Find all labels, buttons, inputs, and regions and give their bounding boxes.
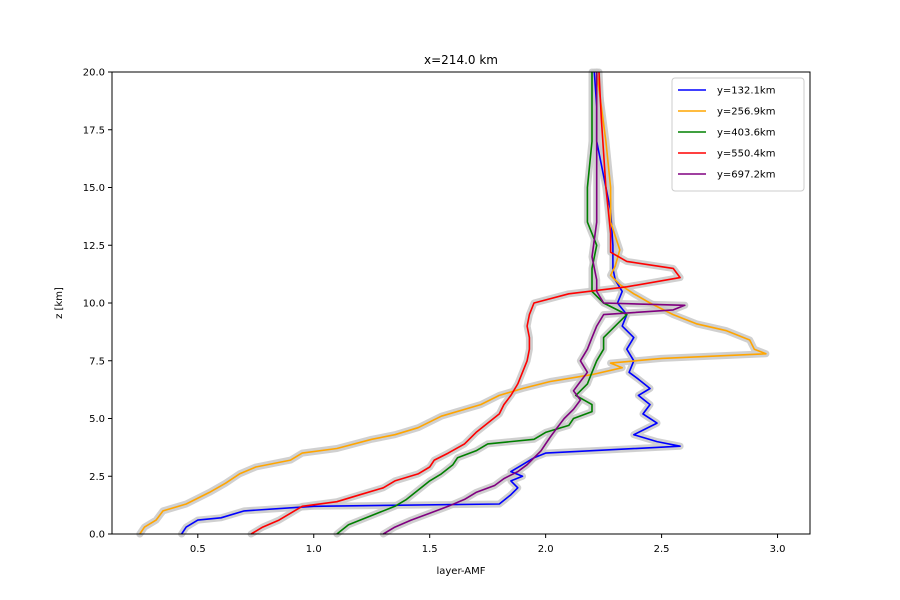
- series-line-1: [180, 71, 681, 535]
- x-tick-label: 1.5: [422, 544, 438, 555]
- y-tick-label: 17.5: [83, 125, 105, 136]
- y-axis: 0.0 2.5 5.0 7.5 10.0 12.5 15.0 17.5 20.0: [83, 68, 112, 541]
- x-tick-label: 1.0: [306, 544, 322, 555]
- x-tick-label: 3.0: [770, 544, 786, 555]
- y-tick-label: 5.0: [89, 414, 105, 425]
- x-tick-label: 0.5: [190, 544, 206, 555]
- legend-entry: y=256.9km: [717, 107, 775, 118]
- x-axis: 0.5 1.0 1.5 2.0 2.5 3.0: [190, 534, 786, 555]
- y-tick-label: 20.0: [83, 68, 105, 79]
- series-line-2: [139, 71, 767, 535]
- y-tick-label: 7.5: [89, 356, 105, 367]
- x-axis-label: layer-AMF: [436, 566, 485, 577]
- chart-title: x=214.0 km: [424, 53, 498, 67]
- legend-box: [671, 77, 805, 192]
- legend: y=132.1km y=256.9km y=403.6km y=550.4km y=69…: [671, 77, 805, 192]
- legend-entry: y=403.6km: [717, 128, 775, 139]
- y-tick-label: 0.0: [89, 530, 105, 541]
- series-line-5: [382, 72, 686, 535]
- legend-entry: y=550.4km: [717, 149, 775, 160]
- legend-entry: y=697.2km: [717, 170, 775, 181]
- legend-entry: y=132.1km: [717, 86, 775, 97]
- series-line-4: [250, 71, 681, 535]
- x-tick-label: 2.0: [538, 544, 554, 555]
- y-tick-label: 2.5: [89, 472, 105, 483]
- series-lines: [139, 71, 767, 535]
- y-tick-label: 12.5: [83, 241, 105, 252]
- x-tick-label: 2.5: [654, 544, 670, 555]
- y-axis-label: z [km]: [54, 287, 65, 319]
- y-tick-label: 15.0: [83, 183, 105, 194]
- y-tick-label: 10.0: [83, 299, 105, 310]
